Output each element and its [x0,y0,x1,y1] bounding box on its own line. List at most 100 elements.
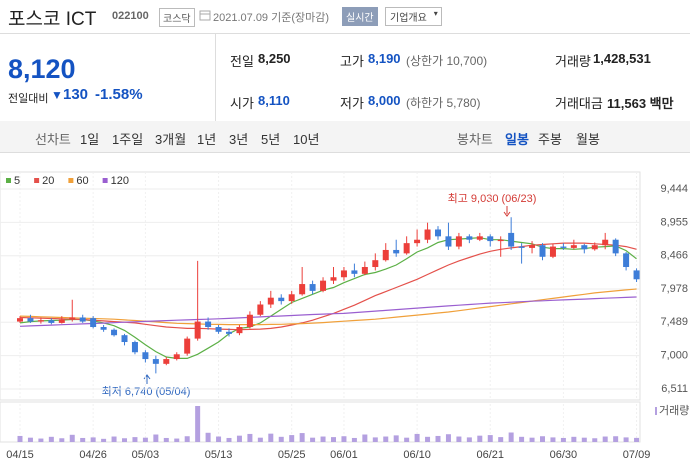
candle-body [529,245,536,248]
tab[interactable]: 주봉 [538,132,562,147]
volume-bar [571,436,577,442]
market-badge: 코스닥 [159,8,195,27]
stat-label: 시가 [230,96,254,111]
volume-bar [383,436,389,442]
candle-body [236,327,243,334]
volume-bar [142,437,148,442]
candle-body [424,229,431,240]
realtime-button[interactable]: 실시간 [342,7,378,26]
x-tick-label: 06/01 [330,449,358,461]
calendar-icon [199,10,211,21]
volume-bar [519,436,525,442]
volume-legend: 거래량 [659,404,689,417]
tab[interactable]: 1주일 [112,132,144,147]
volume-bar [257,437,263,442]
down-arrow: ▼ [51,88,63,102]
tab[interactable]: 1일 [80,132,100,147]
volume-bar [623,437,629,442]
x-tick-label: 05/03 [132,449,160,461]
candle-body [320,280,327,291]
candle-body [163,359,170,364]
candle-body [330,277,337,281]
volume-bar [592,438,598,442]
candle-body [403,243,410,254]
candle-body [58,319,65,323]
x-tick-label: 04/26 [79,449,107,461]
stat-value: 8,190 [368,51,401,66]
candle-body [455,236,462,247]
tab[interactable]: 1년 [197,132,217,147]
title: 포스코 ICT [8,9,97,30]
volume-bar [38,438,44,442]
candle-body [79,317,86,322]
tab[interactable]: 3개월 [155,132,187,147]
volume-bar [184,436,190,442]
candle-body [309,284,316,291]
stat-value: 11,563 백만 [607,96,674,111]
tab[interactable]: 일봉 [505,132,529,147]
candle-body [393,249,400,254]
legend-swatch [6,178,11,183]
x-tick-label: 07/09 [623,449,651,461]
candle-body [382,249,389,261]
candle-body [17,318,23,322]
candle-body [581,245,588,250]
tab[interactable]: 월봉 [576,132,600,147]
x-tick-label: 06/21 [476,449,504,461]
volume-bar [174,438,180,442]
volume-bar [550,437,556,442]
volume-bar [404,437,410,442]
volume-bar [487,435,493,442]
candle-body [560,246,567,248]
tab[interactable]: 10년 [293,132,320,147]
candle-body [466,236,473,240]
volume-bar [445,434,451,442]
change-pct: -1.58% [95,86,143,103]
candle-body [205,321,212,328]
volume-bar [602,436,608,442]
volume-bar [132,437,138,442]
x-tick-label: 06/30 [550,449,578,461]
tab[interactable]: 3년 [229,132,249,147]
candle-body [623,253,630,268]
tab[interactable]: 5년 [261,132,281,147]
stat-value: 8,110 [258,93,290,108]
volume-bar [205,432,211,442]
candle-body [591,245,598,250]
volume-bar [299,433,305,442]
date: 2021.07.09 기준(장마감) [213,12,330,24]
volume-bar [122,438,127,442]
volume-bar [341,436,347,442]
ma-line [19,237,637,359]
legend-swatch [34,178,40,183]
candle-body [121,335,128,343]
candle-body [226,331,232,334]
y-tick-label: 8,955 [660,216,688,228]
company-button[interactable]: 기업개요 ▾ [385,7,442,26]
candle-body [37,320,44,322]
candle-body [215,327,222,332]
stat-label: 전일 [230,54,254,69]
stat-label: 저가 [340,96,364,111]
candle-body [48,320,55,323]
candle-body [257,304,264,315]
legend-label: 120 [111,175,129,187]
y-tick-label: 7,978 [660,283,688,295]
volume-bar [17,435,23,442]
ma-line [19,288,637,326]
candle-body [267,297,274,305]
volume-bar [90,437,96,442]
candle-body [69,317,76,320]
volume-bar [226,437,232,442]
candle-body [100,327,107,330]
low-annotation: 최저 6,740 (05/04) [102,385,191,398]
volume-bar [508,432,514,442]
stat-label: 거래량 [555,54,591,69]
volume-bar [372,437,378,442]
volume-bar [634,437,640,442]
ma-line [19,296,637,327]
volume-bar [320,436,326,442]
candle-body [111,329,118,336]
candle-body [476,236,483,240]
y-tick-label: 7,000 [660,350,688,362]
